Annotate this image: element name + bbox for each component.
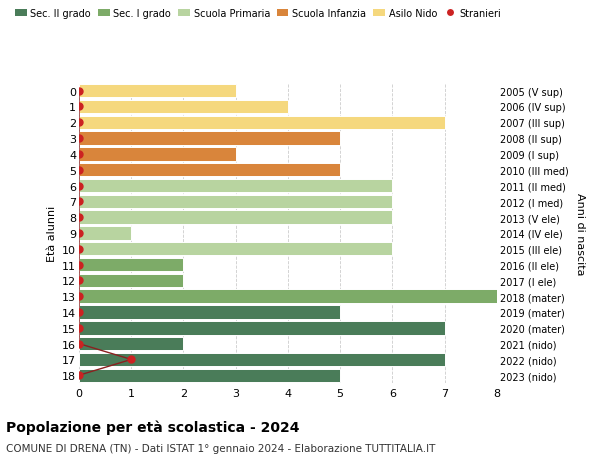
Bar (79, 258, 184, 272)
Bar (79, 179, 392, 193)
Legend: Sec. II grado, Sec. I grado, Scuola Primaria, Scuola Infanzia, Asilo Nido, Stran: Sec. II grado, Sec. I grado, Scuola Prim… (11, 5, 505, 22)
Bar (79, 337, 184, 351)
Bar (79, 353, 445, 366)
Bar (79, 163, 340, 177)
Bar (79, 369, 340, 382)
Bar (79, 132, 340, 146)
Bar (79, 242, 392, 256)
Bar (79, 101, 288, 114)
Bar (79, 211, 392, 224)
Bar (79, 274, 184, 287)
Bar (79, 290, 497, 303)
Text: COMUNE DI DRENA (TN) - Dati ISTAT 1° gennaio 2024 - Elaborazione TUTTITALIA.IT: COMUNE DI DRENA (TN) - Dati ISTAT 1° gen… (6, 443, 436, 453)
Bar (79, 321, 445, 335)
Bar (79, 227, 131, 240)
Bar (79, 148, 236, 161)
Text: Popolazione per età scolastica - 2024: Popolazione per età scolastica - 2024 (6, 420, 299, 435)
Bar (79, 85, 236, 98)
Bar (79, 116, 445, 130)
Y-axis label: Anni di nascita: Anni di nascita (575, 192, 585, 274)
Y-axis label: Età alunni: Età alunni (47, 205, 56, 262)
Bar (79, 195, 392, 208)
Bar (79, 306, 340, 319)
